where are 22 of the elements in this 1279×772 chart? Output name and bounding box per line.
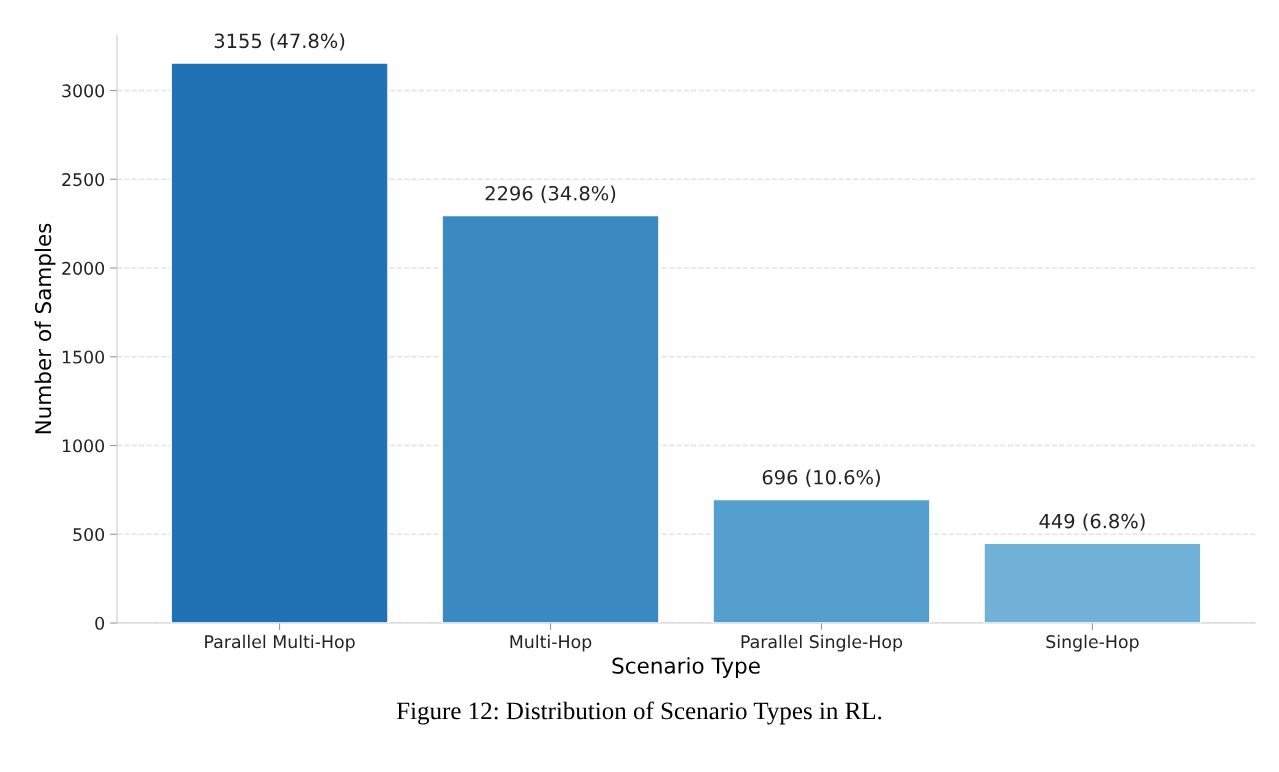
caption: Figure 12: Distribution of Scenario Types in RL. bbox=[396, 701, 882, 725]
y-tick-label: 2000 bbox=[62, 261, 105, 275]
y-tick-label: 0 bbox=[95, 616, 105, 630]
y-tick-label: 500 bbox=[73, 527, 105, 542]
bar bbox=[170, 62, 389, 623]
y-tick-label: 1500 bbox=[62, 350, 105, 364]
y-tick-label: 2500 bbox=[62, 173, 105, 187]
y-tick-label: 1000 bbox=[62, 439, 105, 453]
x-tick-label: Parallel Multi-Hop bbox=[205, 634, 355, 652]
x-tick-label: Parallel Single-Hop bbox=[741, 634, 903, 652]
x-tick-label: Single-Hop bbox=[1046, 634, 1139, 652]
y-tick-label: 3000 bbox=[62, 84, 105, 98]
bar bbox=[712, 498, 931, 623]
data-label: 3155 (47.8%) bbox=[214, 33, 345, 51]
y-axis-title: Number of Samples bbox=[34, 223, 56, 434]
x-axis-title: Scenario Type bbox=[612, 657, 760, 678]
bar bbox=[983, 542, 1202, 623]
data-label: 449 (6.8%) bbox=[1039, 513, 1145, 531]
data-label: 2296 (34.8%) bbox=[485, 185, 616, 203]
x-tick-label: Multi-Hop bbox=[510, 634, 592, 652]
bar bbox=[441, 214, 660, 623]
data-label: 696 (10.6%) bbox=[762, 469, 880, 487]
